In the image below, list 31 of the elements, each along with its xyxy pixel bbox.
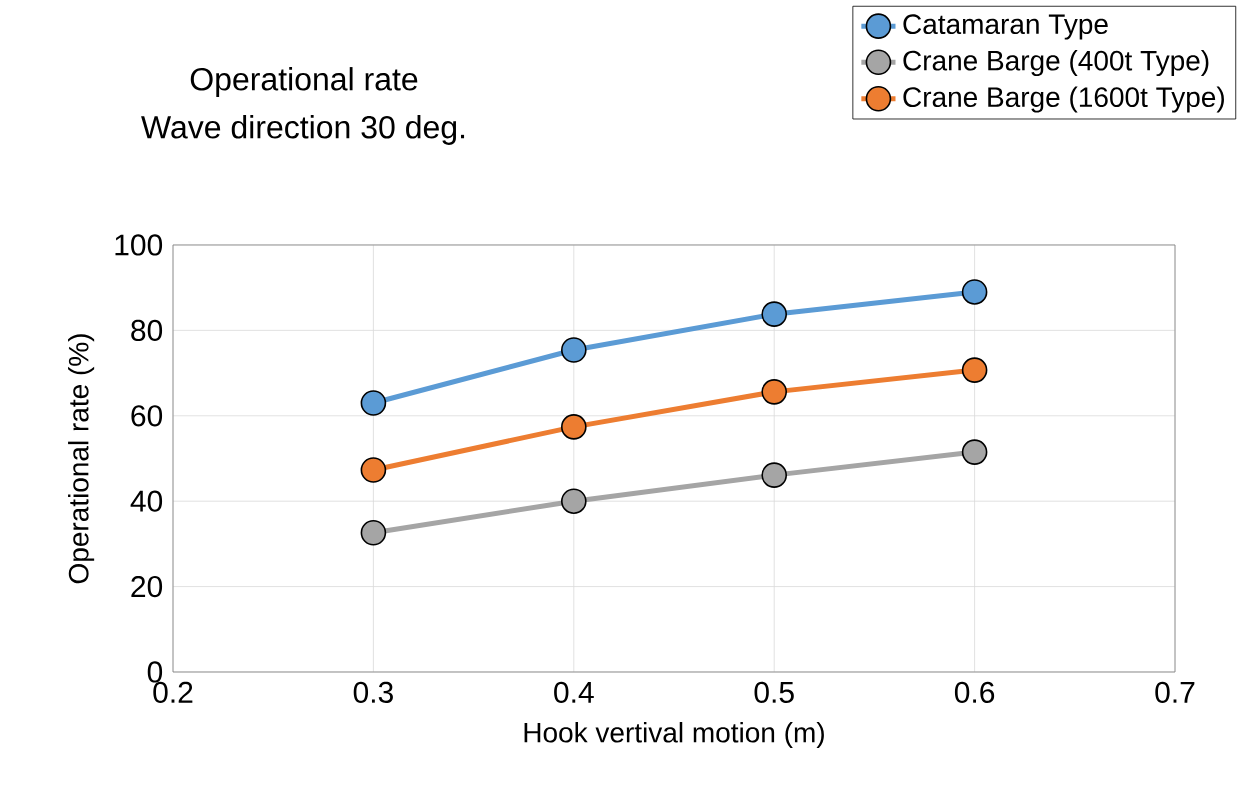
y-axis-title: Operational rate (%) [68, 334, 95, 584]
point [360, 457, 387, 483]
point [561, 337, 587, 363]
x-tick-label: 0.4 [554, 681, 594, 703]
x-tick-label: 0.6 [954, 681, 995, 703]
point [561, 488, 587, 514]
x-tick-label: 0.7 [1155, 681, 1195, 703]
point [360, 519, 387, 546]
point [761, 462, 788, 488]
point [360, 390, 387, 416]
point [761, 301, 788, 327]
legend-label: Catamaran Type [903, 14, 1108, 40]
y-tick-label: 40 [130, 490, 163, 512]
y-tick-label: 0 [147, 661, 163, 683]
x-tick-label: 0.5 [754, 681, 794, 703]
point [961, 439, 988, 465]
point [961, 279, 988, 305]
point [761, 379, 788, 405]
x-tick-label: 0.3 [353, 681, 393, 703]
x-tick-label: 0.2 [153, 681, 193, 703]
x-axis-title: Hook vertival motion (m) [524, 722, 824, 749]
y-tick-label: 100 [115, 234, 163, 256]
y-tick-label: 20 [131, 575, 163, 598]
y-tick-label: 80 [131, 319, 163, 341]
legend-label: Crane Barge (1600t Type) [903, 86, 1224, 113]
y-tick-label: 60 [131, 405, 163, 427]
point [961, 357, 988, 383]
chart-title: Operational rate [190, 67, 418, 97]
point [561, 414, 587, 440]
chart-subtitle: Wave direction 30 deg. [141, 115, 465, 145]
legend-label: Crane Barge (400t Type) [903, 50, 1209, 77]
